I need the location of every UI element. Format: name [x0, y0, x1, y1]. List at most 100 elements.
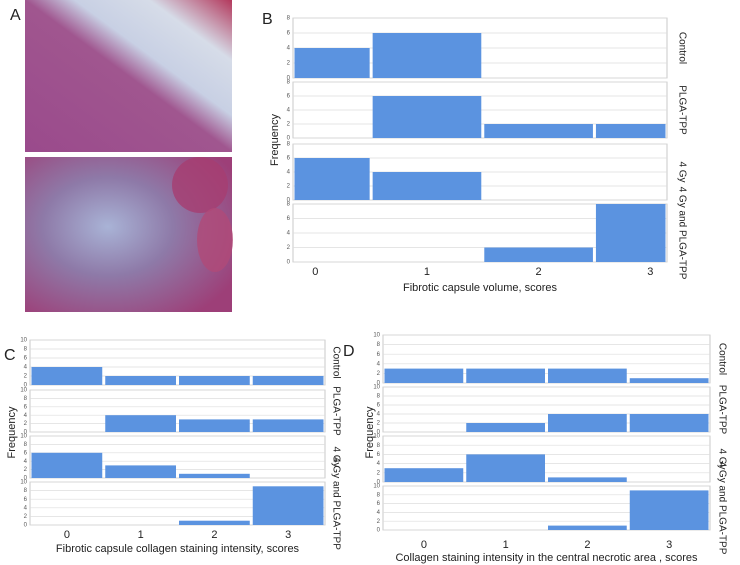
y-tick-label: 6: [24, 404, 28, 410]
bar: [179, 520, 250, 525]
y-tick-label: 4: [377, 510, 381, 516]
bar: [629, 490, 709, 530]
y-tick-label: 10: [373, 385, 380, 391]
bar: [484, 247, 593, 262]
y-tick-label: 4: [287, 170, 291, 176]
bar: [179, 419, 250, 432]
y-tick-label: 0: [287, 136, 291, 142]
bar: [31, 367, 103, 385]
y-tick-label: 6: [287, 94, 291, 100]
bar: [548, 477, 627, 482]
facet-label: 4 Gy and PLGA-TPP: [676, 187, 687, 280]
y-tick-label: 8: [24, 488, 28, 494]
bar: [105, 415, 176, 432]
facet-label: PLGA-TPP: [330, 386, 341, 436]
y-tick-label: 0: [287, 260, 291, 266]
y-tick-label: 0: [24, 523, 28, 529]
y-tick-label: 2: [24, 514, 28, 520]
x-tick-label: 3: [285, 529, 291, 541]
y-tick-label: 2: [24, 467, 28, 473]
y-tick-label: 2: [377, 421, 381, 427]
facet-label: 4 Gy and PLGA-TPP: [716, 462, 727, 555]
x-tick-label: 0: [312, 266, 318, 278]
bar: [372, 96, 482, 138]
facet-label: 4 Gy: [676, 161, 687, 182]
x-tick-label: 1: [138, 529, 144, 541]
y-tick-label: 6: [287, 31, 291, 37]
panel-label: B: [262, 11, 273, 28]
y-tick-label: 8: [24, 396, 28, 402]
y-tick-label: 6: [377, 352, 381, 358]
y-tick-label: 8: [377, 443, 381, 449]
x-tick-label: 0: [421, 539, 427, 551]
tissue-region: [172, 157, 228, 213]
y-tick-label: 8: [287, 202, 291, 208]
bar: [179, 376, 250, 385]
y-tick-label: 10: [20, 388, 27, 394]
bar: [384, 468, 464, 482]
y-tick-label: 0: [377, 430, 381, 436]
panel-label: C: [4, 347, 16, 364]
bar: [629, 414, 709, 432]
y-tick-label: 8: [287, 16, 291, 22]
bar: [484, 124, 593, 138]
facet-label: Control: [716, 343, 727, 375]
x-tick-label: 3: [666, 539, 672, 551]
bar: [466, 423, 545, 432]
y-tick-label: 4: [377, 461, 381, 467]
y-tick-label: 10: [20, 480, 27, 486]
y-tick-label: 8: [377, 342, 381, 348]
y-tick-label: 2: [287, 61, 291, 67]
bar: [629, 378, 709, 383]
bar: [466, 454, 545, 482]
y-tick-label: 8: [24, 347, 28, 353]
x-tick-label: 3: [647, 266, 653, 278]
y-tick-label: 4: [287, 108, 291, 114]
y-tick-label: 4: [24, 505, 28, 511]
panel-label: D: [343, 343, 355, 360]
y-tick-label: 6: [24, 497, 28, 503]
y-tick-label: 6: [24, 356, 28, 362]
y-tick-label: 2: [24, 421, 28, 427]
y-tick-label: 6: [377, 501, 381, 507]
y-tick-label: 10: [373, 333, 380, 339]
y-tick-label: 8: [24, 442, 28, 448]
y-axis-label: Frequency: [6, 406, 18, 458]
bar: [252, 486, 324, 525]
bar: [548, 525, 627, 530]
y-tick-label: 6: [377, 452, 381, 458]
panel-label: A: [10, 7, 21, 24]
y-tick-label: 6: [377, 403, 381, 409]
bar: [595, 204, 666, 262]
facet-label: Control: [676, 32, 687, 64]
y-tick-label: 0: [287, 198, 291, 204]
y-tick-label: 4: [24, 365, 28, 371]
x-tick-label: 1: [424, 266, 430, 278]
y-axis-label: Frequency: [269, 114, 281, 166]
bar: [294, 48, 370, 78]
y-tick-label: 4: [24, 459, 28, 465]
y-tick-label: 2: [377, 470, 381, 476]
y-tick-label: 2: [287, 184, 291, 190]
y-tick-label: 4: [287, 231, 291, 237]
x-axis-label: Fibrotic capsule collagen staining inten…: [56, 543, 300, 555]
facet-label: 4 Gy and PLGA-TPP: [330, 457, 341, 550]
y-tick-label: 2: [287, 245, 291, 251]
y-tick-label: 2: [377, 519, 381, 525]
x-axis-label: Fibrotic capsule volume, scores: [403, 282, 558, 294]
x-tick-label: 0: [64, 529, 70, 541]
x-tick-label: 2: [584, 539, 590, 551]
bar: [294, 158, 370, 200]
y-tick-label: 10: [373, 484, 380, 490]
bar: [548, 414, 627, 432]
y-tick-label: 8: [287, 142, 291, 148]
y-tick-label: 4: [377, 361, 381, 367]
facet-label: 4 Gy: [716, 448, 727, 469]
y-axis-label: Frequency: [364, 406, 376, 458]
y-tick-label: 10: [20, 434, 27, 440]
bar: [179, 473, 250, 478]
x-tick-label: 2: [536, 266, 542, 278]
y-tick-label: 4: [24, 413, 28, 419]
y-tick-label: 4: [377, 412, 381, 418]
